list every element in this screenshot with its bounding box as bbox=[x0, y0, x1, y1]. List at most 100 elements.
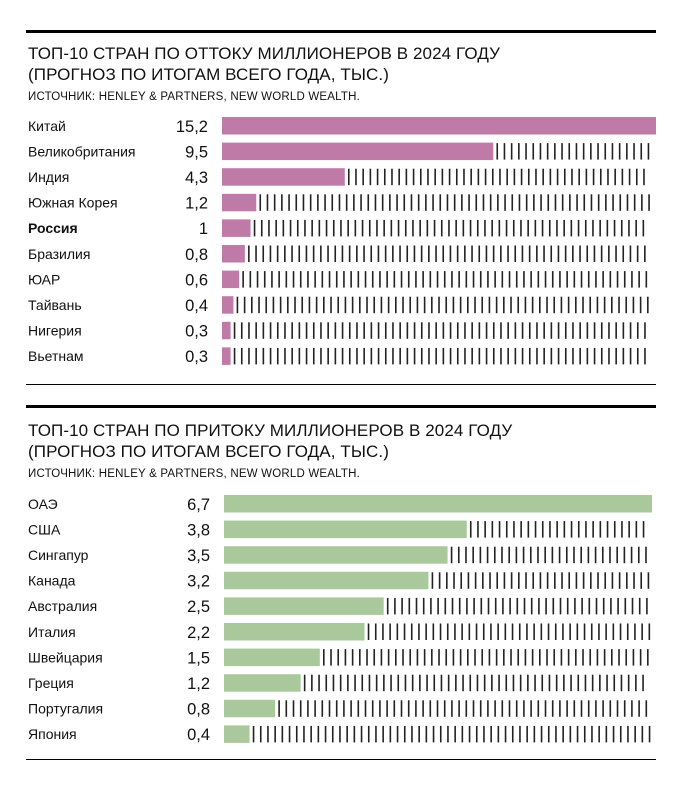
value-label: 1,2 bbox=[187, 675, 210, 693]
value-label: 0,4 bbox=[185, 297, 208, 315]
value-label: 6,7 bbox=[187, 496, 210, 514]
bar bbox=[224, 495, 652, 513]
tick-track bbox=[431, 572, 650, 589]
bottom-rule bbox=[26, 384, 656, 385]
bar bbox=[222, 117, 656, 135]
bar bbox=[222, 142, 494, 161]
bar-row: Португалия 0,8 bbox=[28, 699, 648, 719]
bar-row: Индия 4,3 bbox=[28, 168, 645, 187]
top-rule bbox=[26, 405, 656, 408]
bar bbox=[224, 520, 467, 539]
inflow-bar-chart: ОАЭ 6,7 США 3,8 Сингапур 3,5 Канада 3,2 Австрали… bbox=[28, 495, 652, 744]
value-label: 3,5 bbox=[187, 547, 210, 565]
value-label: 2,2 bbox=[187, 624, 210, 642]
category-label: ОАЭ bbox=[28, 496, 58, 512]
tick-track bbox=[253, 219, 645, 237]
bar bbox=[222, 296, 234, 314]
value-label: 0,3 bbox=[185, 348, 208, 366]
bar bbox=[222, 321, 231, 340]
value-label: 0,3 bbox=[185, 323, 208, 341]
value-label: 9,5 bbox=[185, 143, 208, 161]
tick-track bbox=[367, 623, 651, 640]
category-label: США bbox=[28, 521, 61, 537]
value-label: 3,8 bbox=[187, 521, 210, 539]
value-label: 0,4 bbox=[187, 726, 210, 744]
value-label: 1,5 bbox=[187, 649, 210, 667]
bar bbox=[222, 270, 240, 289]
bar bbox=[222, 347, 231, 365]
bar bbox=[222, 245, 245, 263]
bar bbox=[224, 648, 320, 667]
bar-row: Россия 1 bbox=[28, 219, 645, 238]
category-label: Сингапур bbox=[28, 547, 89, 563]
bar-row: Бразилия 0,8 bbox=[28, 245, 646, 264]
bar-row: Италия 2,2 bbox=[28, 623, 651, 642]
category-label: Греция bbox=[28, 675, 74, 691]
bar bbox=[224, 674, 301, 692]
category-label: Южная Корея bbox=[28, 195, 118, 211]
category-label: Япония bbox=[28, 726, 77, 742]
value-label: 3,2 bbox=[187, 573, 210, 591]
bar bbox=[224, 546, 448, 564]
value-label: 4,3 bbox=[185, 169, 208, 187]
category-label: Италия bbox=[28, 624, 76, 640]
category-label: ЮАР bbox=[28, 271, 60, 287]
bar-row: Сингапур 3,5 bbox=[28, 546, 647, 565]
category-label: Великобритания bbox=[28, 143, 136, 159]
value-label: 1 bbox=[199, 220, 208, 238]
bar bbox=[222, 219, 251, 237]
bar bbox=[224, 699, 276, 718]
category-label: Нигерия bbox=[28, 323, 82, 339]
bottom-rule bbox=[26, 759, 656, 760]
bar-row: Вьетнам 0,3 bbox=[28, 347, 646, 366]
category-label: Бразилия bbox=[28, 246, 90, 262]
tick-track bbox=[248, 245, 646, 262]
tick-track bbox=[323, 649, 649, 666]
tick-track bbox=[496, 143, 650, 160]
bar-row: Нигерия 0,3 bbox=[28, 321, 646, 341]
chart-title-line1: ТОП-10 СТРАН ПО ПРИТОКУ МИЛЛИОНЕРОВ В 20… bbox=[28, 421, 513, 440]
chart-source: ИСТОЧНИК: HENLEY & PARTNERS, NEW WORLD W… bbox=[28, 468, 361, 480]
outflow-bar-chart: Китай 15,2 Великобритания 9,5 Индия 4,3 Южная … bbox=[28, 117, 656, 366]
chart-title-line1: ТОП-10 СТРАН ПО ОТТОКУ МИЛЛИОНЕРОВ В 202… bbox=[28, 44, 501, 63]
tick-track bbox=[278, 700, 648, 717]
category-label: Россия bbox=[28, 220, 78, 236]
value-label: 2,5 bbox=[187, 598, 210, 616]
bar-row: Южная Корея 1,2 bbox=[28, 193, 650, 213]
bar bbox=[224, 725, 250, 743]
category-label: Португалия bbox=[28, 701, 103, 717]
category-label: Швейцария bbox=[28, 649, 103, 665]
category-label: Тайвань bbox=[28, 297, 82, 313]
category-label: Канада bbox=[28, 573, 76, 589]
bar-row: Тайвань 0,4 bbox=[28, 296, 649, 315]
bar-row: Австралия 2,5 bbox=[28, 597, 648, 616]
tick-track bbox=[303, 674, 644, 692]
bar-row: Япония 0,4 bbox=[28, 725, 651, 744]
tick-track bbox=[242, 271, 648, 288]
bar bbox=[224, 597, 384, 615]
category-label: Китай bbox=[28, 118, 66, 134]
bar-row: ЮАР 0,6 bbox=[28, 270, 648, 289]
chart-title-line2: (ПРОГНОЗ ПО ИТОГАМ ВСЕГО ГОДА, ТЫС.) bbox=[28, 65, 389, 84]
value-label: 1,2 bbox=[185, 195, 208, 213]
bar-row: ОАЭ 6,7 bbox=[28, 495, 652, 514]
tick-track bbox=[233, 322, 646, 339]
category-label: Индия bbox=[28, 169, 69, 185]
value-label: 0,8 bbox=[187, 701, 210, 719]
bar bbox=[224, 623, 365, 641]
value-label: 0,8 bbox=[185, 246, 208, 264]
bar-row: Швейцария 1,5 bbox=[28, 648, 649, 667]
bar-row: Великобритания 9,5 bbox=[28, 142, 650, 161]
value-label: 0,6 bbox=[185, 271, 208, 289]
category-label: Австралия bbox=[28, 598, 97, 614]
top-rule bbox=[26, 30, 656, 33]
tick-track bbox=[469, 521, 645, 538]
tick-track bbox=[259, 194, 650, 211]
tick-track bbox=[236, 296, 649, 314]
tick-track bbox=[252, 725, 651, 743]
chart-source: ИСТОЧНИК: HENLEY & PARTNERS, NEW WORLD W… bbox=[28, 91, 361, 103]
bar bbox=[222, 193, 257, 212]
tick-track bbox=[233, 347, 646, 365]
tick-track bbox=[386, 597, 648, 615]
chart-title-line2: (ПРОГНОЗ ПО ИТОГАМ ВСЕГО ГОДА, ТЫС.) bbox=[28, 442, 389, 461]
